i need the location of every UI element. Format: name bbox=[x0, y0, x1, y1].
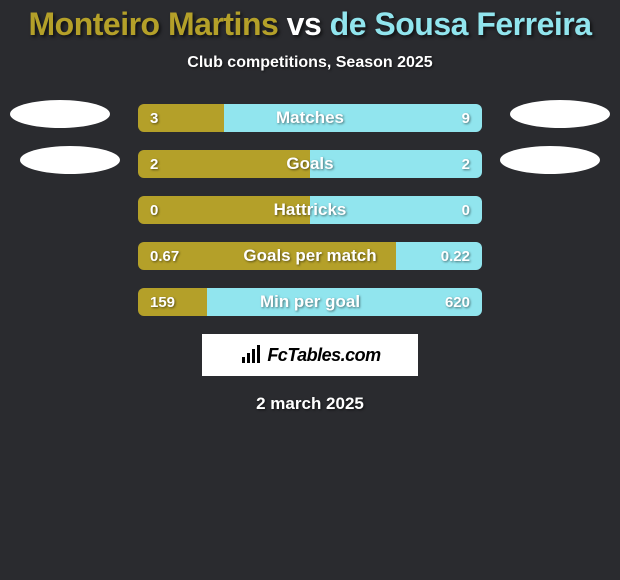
title-player2: de Sousa Ferreira bbox=[330, 6, 592, 42]
title-vs: vs bbox=[278, 6, 329, 42]
stat-bar: 39Matches bbox=[138, 104, 482, 132]
stat-label: Matches bbox=[138, 104, 482, 132]
team-badge-right-1 bbox=[510, 100, 610, 128]
stat-label: Hattricks bbox=[138, 196, 482, 224]
stats-area: 39Matches 22Goals 00Hattricks 0.670.22Goals… bbox=[0, 104, 620, 316]
stat-bar: 00Hattricks bbox=[138, 196, 482, 224]
title-player1: Monteiro Martins bbox=[29, 6, 279, 42]
stat-bar: 22Goals bbox=[138, 150, 482, 178]
stat-label: Goals bbox=[138, 150, 482, 178]
brand-logo: FcTables.com bbox=[202, 334, 418, 376]
team-badge-right-2 bbox=[500, 146, 600, 174]
comparison-card: Monteiro Martins vs de Sousa Ferreira Cl… bbox=[0, 0, 620, 414]
stat-bar: 159620Min per goal bbox=[138, 288, 482, 316]
date-label: 2 march 2025 bbox=[0, 394, 620, 414]
stat-label: Goals per match bbox=[138, 242, 482, 270]
team-badge-left-1 bbox=[10, 100, 110, 128]
stat-label: Min per goal bbox=[138, 288, 482, 316]
subtitle: Club competitions, Season 2025 bbox=[0, 54, 620, 72]
stat-bar: 0.670.22Goals per match bbox=[138, 242, 482, 270]
page-title: Monteiro Martins vs de Sousa Ferreira bbox=[0, 8, 620, 40]
brand-text: FcTables.com bbox=[267, 345, 380, 366]
bar-chart-icon bbox=[239, 343, 263, 367]
bars-list: 39Matches 22Goals 00Hattricks 0.670.22Goals… bbox=[0, 104, 620, 316]
team-badge-left-2 bbox=[20, 146, 120, 174]
